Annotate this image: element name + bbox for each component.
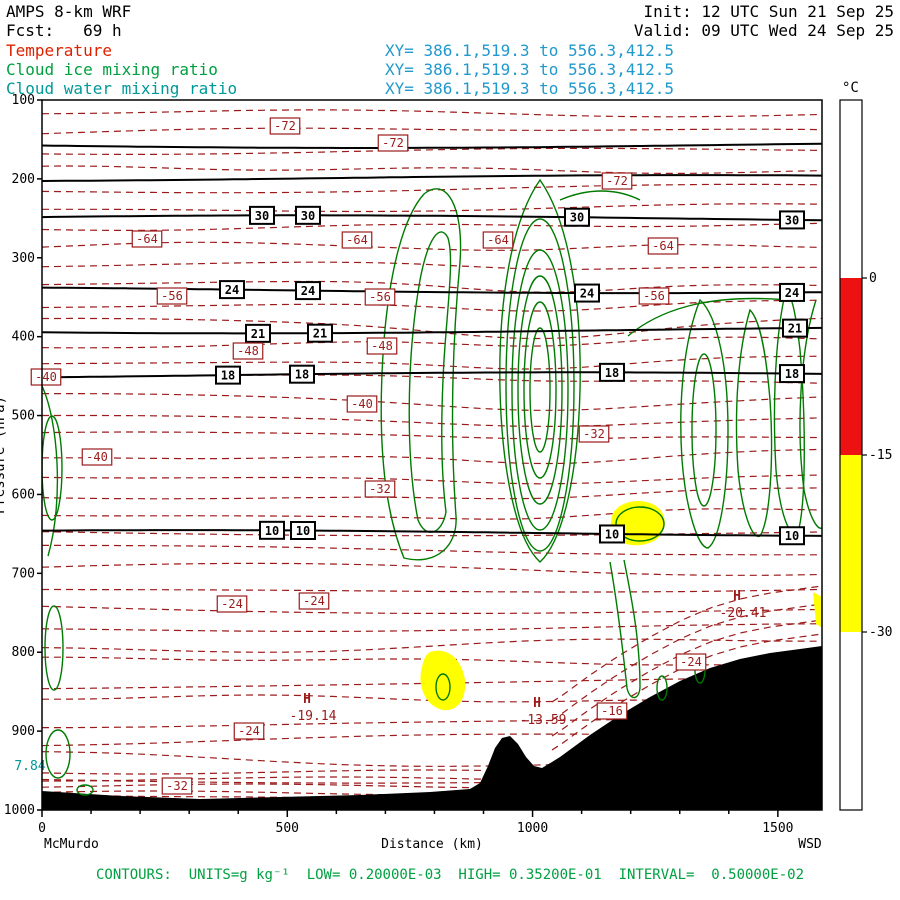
svg-text:-64: -64 [346, 233, 368, 247]
svg-text:-32: -32 [369, 482, 391, 496]
svg-text:24: 24 [225, 283, 239, 297]
svg-text:300: 300 [12, 251, 35, 266]
svg-text:10: 10 [265, 524, 279, 538]
svg-text:30: 30 [255, 209, 269, 223]
svg-text:-72: -72 [606, 174, 628, 188]
svg-text:H: H [303, 692, 311, 707]
init-time: Init: 12 UTC Sun 21 Sep 25 [643, 2, 894, 21]
svg-text:21: 21 [788, 322, 802, 336]
legend-cloud-ice: Cloud ice mixing ratio [6, 60, 218, 79]
svg-text:H: H [533, 696, 541, 711]
valid-time: Valid: 09 UTC Wed 24 Sep 25 [633, 21, 894, 40]
svg-text:24: 24 [301, 284, 315, 298]
svg-text:21: 21 [313, 327, 327, 341]
forecast-hour: Fcst: 69 h [6, 21, 122, 40]
svg-text:18: 18 [605, 366, 619, 380]
svg-text:-48: -48 [237, 344, 259, 358]
svg-text:10: 10 [605, 527, 619, 541]
svg-text:-32: -32 [166, 779, 188, 793]
svg-text:900: 900 [12, 724, 35, 739]
svg-text:100: 100 [12, 93, 35, 108]
svg-text:7.84: 7.84 [14, 759, 45, 774]
svg-text:1500: 1500 [762, 821, 793, 836]
x-right-endpoint: WSD [798, 837, 822, 852]
svg-text:-40: -40 [351, 397, 373, 411]
svg-text:30: 30 [301, 209, 315, 223]
svg-text:-30: -30 [869, 625, 892, 640]
svg-text:-56: -56 [161, 289, 183, 303]
x-axis-title: Distance (km) [381, 837, 483, 852]
svg-text:600: 600 [12, 487, 35, 502]
svg-text:30: 30 [785, 213, 799, 227]
svg-text:200: 200 [12, 172, 35, 187]
colorbar: 0 -15 -30 °C [839, 80, 892, 811]
svg-text:-56: -56 [369, 290, 391, 304]
plot-frame [41, 99, 823, 811]
svg-text:-40: -40 [35, 370, 57, 384]
isotach-lines [42, 142, 822, 537]
svg-text:-64: -64 [652, 239, 674, 253]
legend-temperature: Temperature [6, 41, 112, 60]
svg-text:18: 18 [221, 369, 235, 383]
xy-range: XY= 386.1,519.3 to 556.3,412.5 [385, 60, 674, 79]
svg-text:30: 30 [570, 211, 584, 225]
temperature-contour-labels: -72 -72 -72 -64 -64 -64 -64 -56 -56 -56 -48 -48 -40 -… [30, 117, 707, 795]
svg-text:-24: -24 [680, 655, 702, 669]
svg-text:18: 18 [295, 368, 309, 382]
svg-text:-56: -56 [643, 289, 665, 303]
svg-text:24: 24 [580, 287, 594, 301]
x-left-endpoint: McMurdo [44, 837, 99, 852]
svg-text:-64: -64 [487, 233, 509, 247]
y-axis-title: Pressure (hPa) [0, 396, 8, 514]
legend-cloud-water: Cloud water mixing ratio [6, 79, 238, 98]
svg-text:-32: -32 [583, 427, 605, 441]
plot-area [42, 109, 822, 810]
svg-text:-16: -16 [601, 704, 623, 718]
svg-text:-13.59: -13.59 [520, 713, 567, 728]
xy-range: XY= 386.1,519.3 to 556.3,412.5 [385, 41, 674, 60]
svg-text:1000: 1000 [4, 803, 35, 818]
svg-text:-72: -72 [382, 136, 404, 150]
svg-text:500: 500 [276, 821, 299, 836]
svg-text:24: 24 [785, 286, 799, 300]
svg-text:-15: -15 [869, 448, 892, 463]
cloud-ice-contours [42, 178, 822, 796]
svg-text:700: 700 [12, 566, 35, 581]
terrain-profile [42, 646, 822, 810]
svg-text:-64: -64 [136, 232, 158, 246]
contour-info: CONTOURS: UNITS=g kg⁻¹ LOW= 0.20000E-03 … [95, 867, 804, 883]
svg-text:500: 500 [12, 409, 35, 424]
xy-range: XY= 386.1,519.3 to 556.3,412.5 [385, 79, 674, 98]
svg-text:1000: 1000 [517, 821, 548, 836]
svg-text:0: 0 [869, 271, 877, 286]
svg-text:18: 18 [785, 367, 799, 381]
svg-text:10: 10 [785, 529, 799, 543]
extrema-labels: H -20.41 H -19.14 H -13.59 7.84 [14, 589, 766, 774]
svg-text:-24: -24 [303, 594, 325, 608]
colorbar-unit: °C [842, 80, 859, 96]
svg-text:H: H [733, 589, 741, 604]
svg-text:-19.14: -19.14 [290, 709, 337, 724]
model-title: AMPS 8-km WRF [6, 2, 132, 21]
svg-text:-24: -24 [221, 597, 243, 611]
svg-text:-48: -48 [371, 339, 393, 353]
isotach-labels: 30 30 30 30 24 24 24 24 21 21 21 18 18 18 18 10 10 10 10 [215, 205, 808, 546]
svg-text:-40: -40 [86, 450, 108, 464]
svg-text:-72: -72 [274, 119, 296, 133]
svg-text:-24: -24 [238, 724, 260, 738]
svg-text:10: 10 [296, 524, 310, 538]
svg-text:0: 0 [38, 821, 46, 836]
svg-text:-20.41: -20.41 [720, 606, 767, 621]
svg-text:400: 400 [12, 330, 35, 345]
svg-text:800: 800 [12, 645, 35, 660]
svg-text:21: 21 [251, 327, 265, 341]
